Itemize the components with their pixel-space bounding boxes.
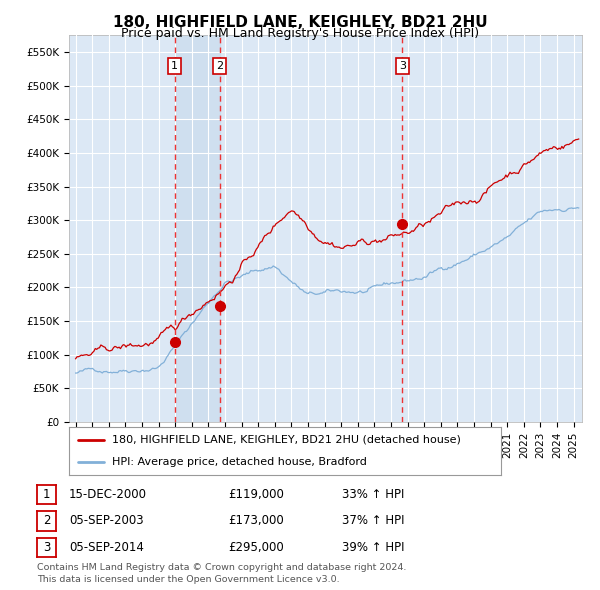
Text: £173,000: £173,000 xyxy=(228,514,284,527)
Text: £295,000: £295,000 xyxy=(228,541,284,554)
Text: 1: 1 xyxy=(43,488,50,501)
Bar xyxy=(175,35,220,422)
Text: This data is licensed under the Open Government Licence v3.0.: This data is licensed under the Open Gov… xyxy=(37,575,340,584)
Text: 180, HIGHFIELD LANE, KEIGHLEY, BD21 2HU (detached house): 180, HIGHFIELD LANE, KEIGHLEY, BD21 2HU … xyxy=(112,435,461,445)
Text: 180, HIGHFIELD LANE, KEIGHLEY, BD21 2HU: 180, HIGHFIELD LANE, KEIGHLEY, BD21 2HU xyxy=(113,15,487,30)
Text: 39% ↑ HPI: 39% ↑ HPI xyxy=(342,541,404,554)
Text: Contains HM Land Registry data © Crown copyright and database right 2024.: Contains HM Land Registry data © Crown c… xyxy=(37,563,407,572)
Text: 15-DEC-2000: 15-DEC-2000 xyxy=(69,488,147,501)
Text: 33% ↑ HPI: 33% ↑ HPI xyxy=(342,488,404,501)
Text: 1: 1 xyxy=(171,61,178,71)
Text: 3: 3 xyxy=(43,541,50,554)
Text: 2: 2 xyxy=(216,61,223,71)
Text: 05-SEP-2014: 05-SEP-2014 xyxy=(69,541,144,554)
Text: 2: 2 xyxy=(43,514,50,527)
Text: 3: 3 xyxy=(399,61,406,71)
Text: 37% ↑ HPI: 37% ↑ HPI xyxy=(342,514,404,527)
Text: £119,000: £119,000 xyxy=(228,488,284,501)
Text: HPI: Average price, detached house, Bradford: HPI: Average price, detached house, Brad… xyxy=(112,457,367,467)
Text: 05-SEP-2003: 05-SEP-2003 xyxy=(69,514,143,527)
Text: Price paid vs. HM Land Registry's House Price Index (HPI): Price paid vs. HM Land Registry's House … xyxy=(121,27,479,40)
